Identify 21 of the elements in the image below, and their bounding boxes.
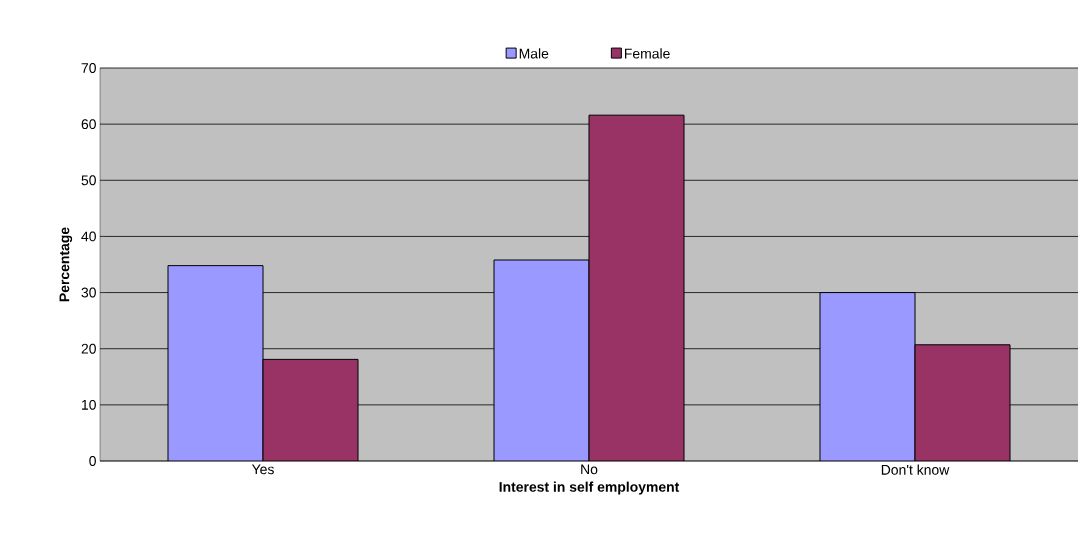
y-tick-label: 40: [81, 231, 96, 242]
y-tick-label: 50: [81, 175, 96, 186]
bar: [493, 259, 590, 461]
x-axis-title: Interest in self employment: [499, 481, 680, 495]
bar: [588, 114, 685, 461]
bar: [262, 358, 359, 461]
legend-label: Female: [625, 48, 670, 59]
legend-label: Male: [519, 48, 549, 59]
bar: [167, 265, 264, 461]
y-tick-label: 30: [81, 287, 96, 298]
y-tick-label: 0: [89, 456, 96, 466]
x-tick-label: No: [581, 464, 598, 475]
bar: [914, 344, 1011, 461]
y-tick-label: 20: [81, 343, 96, 354]
y-tick-label: 10: [82, 399, 96, 410]
x-tick-label: Don't know: [881, 464, 950, 475]
y-tick-label: 60: [81, 119, 96, 130]
y-tick-label: 70: [81, 63, 96, 73]
y-axis-title: Percentage: [59, 227, 73, 302]
bar: [819, 292, 916, 461]
x-tick-label: Yes: [251, 464, 274, 475]
